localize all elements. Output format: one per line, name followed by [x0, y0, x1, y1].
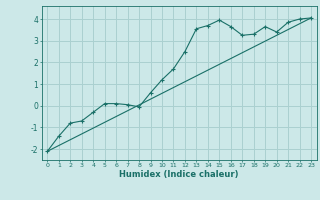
X-axis label: Humidex (Indice chaleur): Humidex (Indice chaleur) — [119, 170, 239, 179]
